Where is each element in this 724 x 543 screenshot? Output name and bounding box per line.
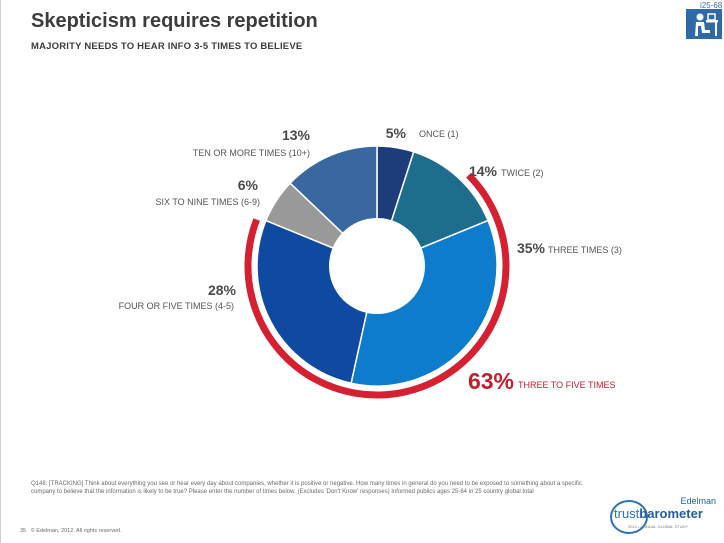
logo-company: Edelman — [680, 496, 716, 506]
logo-word-bold: barometer — [639, 506, 703, 521]
page-number: 35 — [20, 528, 27, 534]
label-three-to-five: THREE TO FIVE TIMES — [518, 380, 616, 390]
copyright-line: 35 © Edelman, 2012. All rights reserved. — [20, 528, 122, 534]
donut-hole — [329, 218, 425, 314]
label-three-times: THREE TIMES (3) — [548, 245, 622, 255]
highlight-arc-three-to-five — [244, 172, 510, 399]
logo-tagline: 2012 • ANNUAL GLOBAL STUDY — [628, 524, 689, 529]
logo-wordmark: trustbarometer — [614, 506, 703, 521]
pct-six-to-nine: 6% — [238, 177, 259, 193]
footnote: Q148. [TRACKING] Think about everything … — [31, 481, 582, 495]
label-four-or-five: FOUR OR FIVE TIMES (4-5) — [119, 301, 234, 311]
left-border — [0, 0, 1, 543]
pct-four-or-five: 28% — [208, 282, 237, 298]
logo-word-light: trust — [614, 506, 640, 521]
label-twice: TWICE (2) — [501, 168, 544, 178]
person-at-desk-icon — [686, 9, 722, 39]
slide-title: Skepticism requires repetition — [31, 10, 318, 32]
logo-ring — [610, 500, 648, 534]
copyright-text: © Edelman, 2012. All rights reserved. — [30, 528, 122, 534]
pct-ten-or-more: 13% — [282, 127, 311, 143]
pct-once: 5% — [386, 125, 407, 141]
pct-three-to-five: 63% — [468, 368, 514, 394]
slide-subtitle: MAJORITY NEEDS TO HEAR INFO 3-5 TIMES TO… — [31, 41, 303, 52]
label-once: ONCE (1) — [419, 129, 459, 139]
trust-barometer-logo: Edelman trustbarometer 2012 • ANNUAL GLO… — [608, 496, 720, 538]
pct-twice: 14% — [469, 163, 498, 179]
pct-three-times: 35% — [517, 240, 546, 256]
label-ten-or-more: TEN OR MORE TIMES (10+) — [193, 148, 310, 158]
label-six-to-nine: SIX TO NINE TIMES (6-9) — [155, 197, 260, 207]
slide-id: i25-68 — [700, 1, 723, 10]
